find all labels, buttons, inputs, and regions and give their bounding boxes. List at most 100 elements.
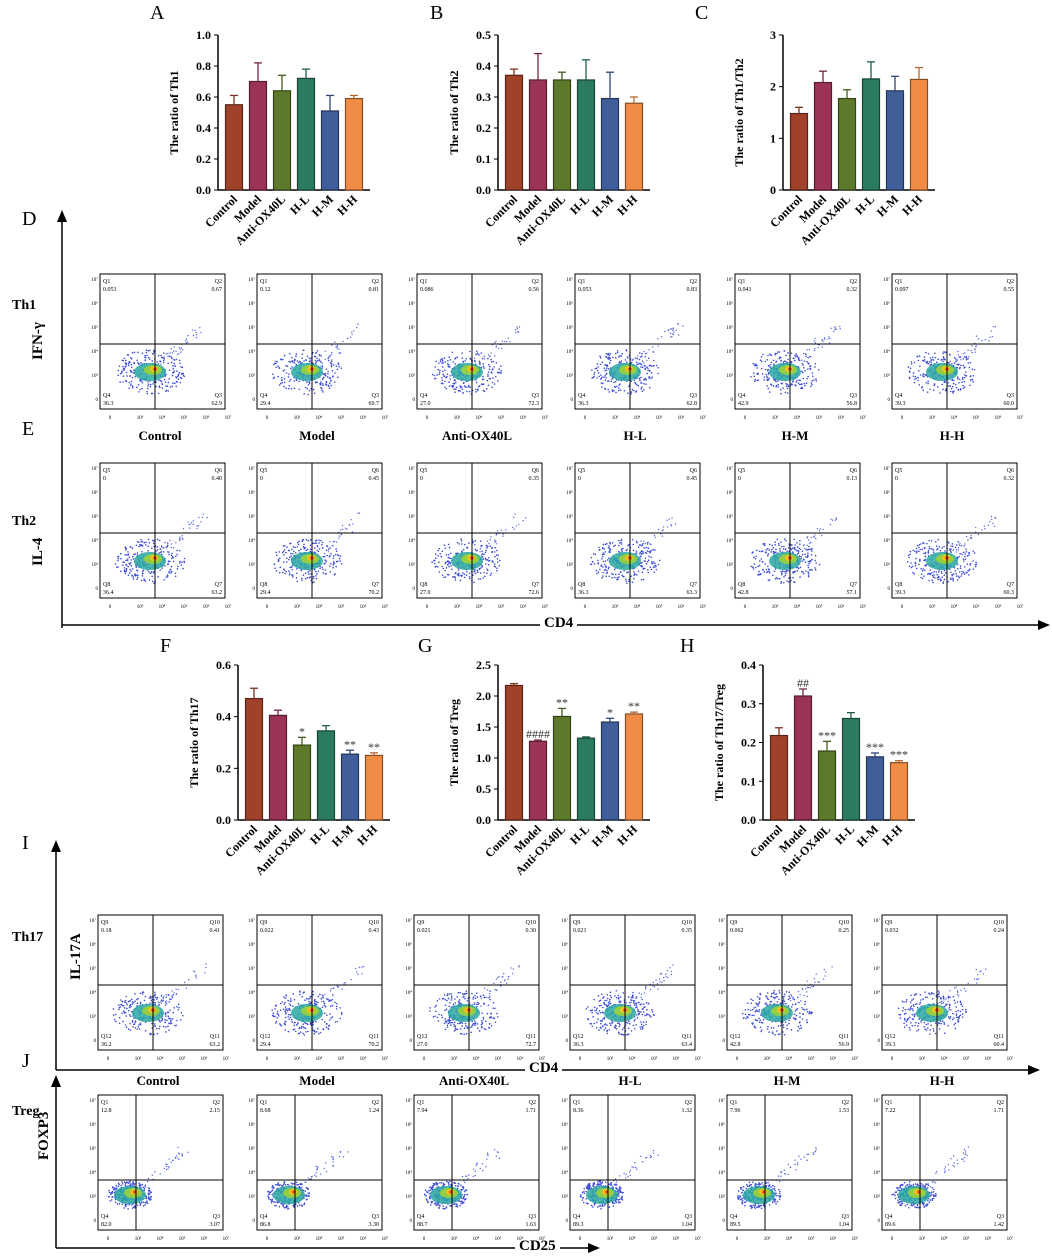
- flow-plot-treg-model: Q1 8.68 Q2 1.24 Q3 3.30 Q4 86.8 0 0 10³ 10³ 10⁴ 10⁴ 10…: [248, 1094, 389, 1242]
- quadrant-name: Q11: [369, 1034, 379, 1040]
- y-tick-label: 10³: [406, 1014, 413, 1020]
- y-tick-label: 10⁴: [248, 538, 255, 544]
- quadrant-name: Q4: [885, 1214, 892, 1220]
- y-tick-label: 10⁵: [89, 966, 96, 972]
- quadrant-value: 1.71: [994, 1108, 1005, 1114]
- x-tick-label: 10⁴: [629, 1236, 636, 1242]
- quadrant-name: Q1: [885, 1100, 892, 1106]
- quadrant-value: 0.053: [103, 287, 117, 293]
- significance-mark: ####: [526, 727, 550, 741]
- condition-label-model: Model: [299, 1073, 335, 1088]
- x-tick-label: 0: [891, 1237, 894, 1242]
- y-tick-label: 10⁴: [91, 349, 98, 355]
- y-tick-label: 10³: [249, 373, 256, 379]
- x-tick-label: 10³: [919, 1056, 926, 1062]
- flow-plot-th2-control: Q5 0 Q6 0.40 Q7 63.2 Q8 36.4 0 0 10³ 10³ 10⁴ 10⁴ 10⁵ 10…: [91, 462, 232, 610]
- x-tick-label: 10⁵: [498, 604, 505, 610]
- x-axis-title-cd4-i: CD4: [525, 1060, 563, 1077]
- x-tick-label: 0: [891, 1057, 894, 1062]
- quadrant-value: 0.13: [847, 476, 858, 482]
- x-tick-label: 10⁶: [838, 604, 845, 610]
- quadrant-name: Q7: [215, 582, 222, 588]
- row-label-th2: Th2: [12, 514, 37, 529]
- x-tick-label: 0: [266, 1057, 269, 1062]
- y-tick-label: 10³: [874, 1194, 881, 1200]
- plot-frame: [891, 462, 1018, 599]
- y-tick-label: 10⁴: [408, 349, 415, 355]
- y-tick-label: 10⁴: [718, 1170, 725, 1176]
- quadrant-name: Q10: [210, 920, 220, 926]
- y-tick-label: 10⁷: [718, 918, 725, 924]
- x-tick-label: 10⁴: [159, 604, 166, 610]
- y-tick-label: 0.0: [476, 183, 491, 197]
- x-tick-label: 10⁷: [852, 1236, 859, 1242]
- x-tick-label: 10⁷: [1017, 415, 1024, 421]
- bar-anti-ox40l: [552, 715, 572, 821]
- quadrant-value: 88.7: [417, 1222, 428, 1228]
- x-tick-label: 10⁷: [382, 415, 389, 421]
- x-tick-label: 10³: [607, 1056, 614, 1062]
- x-tick-label: 10³: [764, 1236, 771, 1242]
- y-tick-label: 10⁷: [873, 918, 880, 924]
- y-tick-label: 0.0: [196, 183, 211, 197]
- y-tick-label: 3: [770, 28, 776, 42]
- x-tick-label: 10⁷: [542, 604, 549, 610]
- y-tick-label: 10⁴: [91, 538, 98, 544]
- y-tick-label: 10⁶: [566, 490, 573, 496]
- x-tick-label: 10⁴: [941, 1056, 948, 1062]
- x-tick-label: 0: [109, 605, 112, 610]
- quadrant-name: Q2: [685, 1100, 692, 1106]
- quadrant-value: 36.3: [573, 1042, 584, 1048]
- y-tick-label: 2: [770, 80, 776, 94]
- quadrant-value: 0.56: [529, 287, 540, 293]
- x-tick-label: 10⁷: [382, 1236, 389, 1242]
- y-tick-label: 10⁶: [883, 490, 890, 496]
- y-tick-label: 10⁶: [91, 301, 98, 307]
- x-tick-label: 10⁶: [673, 1236, 680, 1242]
- quadrant-name: Q6: [372, 468, 379, 474]
- y-tick-label: 10⁷: [91, 466, 98, 472]
- y-tick-label: 10⁵: [873, 966, 880, 972]
- y-tick-label: 10⁵: [561, 966, 568, 972]
- plot-frame: [97, 1094, 224, 1231]
- quadrant-value: 0.40: [212, 476, 223, 482]
- quadrant-name: Q3: [215, 393, 222, 399]
- condition-label-anti-ox40l: Anti-OX40L: [441, 428, 513, 443]
- flow-plot-th1-anti-ox40l: Q1 0.086 Q2 0.56 Q3 72.3 Q4 27.0 0 0 10³ 10³ 10⁴ 10⁴ 1…: [408, 273, 549, 421]
- quadrant-value: 0.67: [212, 287, 223, 293]
- x-tick-label: 10⁵: [338, 415, 345, 421]
- y-axis-label: The ratio of Th2: [447, 70, 461, 154]
- quadrant-value: 56.9: [839, 1042, 850, 1048]
- x-tick-label: 10⁴: [941, 1236, 948, 1242]
- plot-frame: [416, 273, 543, 410]
- quadrant-name: Q3: [685, 1214, 692, 1220]
- y-tick-label: 10⁶: [883, 301, 890, 307]
- x-tick-label: 10⁴: [157, 1236, 164, 1242]
- flow-plot-th2-h-l: Q5 0 Q6 0.45 Q7 63.3 Q8 36.3 0 0 10³ 10³ 10⁴ 10⁴ 10⁵ 10…: [566, 462, 707, 610]
- y-tick-label: 0.4: [196, 121, 211, 135]
- y-tick-label: 10⁶: [248, 1122, 255, 1128]
- condition-label-h-m: H-M: [773, 1073, 801, 1088]
- quadrant-name: Q4: [101, 1214, 108, 1220]
- significance-mark: *: [299, 724, 305, 738]
- quadrant-name: Q1: [103, 279, 110, 285]
- quadrant-name: Q6: [215, 468, 222, 474]
- x-tick-label: 0: [744, 605, 747, 610]
- quadrant-name: Q10: [369, 920, 379, 926]
- x-tick-label: 10⁷: [695, 1236, 702, 1242]
- x-tick-label: 10⁶: [678, 415, 685, 421]
- quadrant-name: Q1: [738, 279, 745, 285]
- y-tick-label: 10⁶: [91, 490, 98, 496]
- x-tick-label: 10⁶: [360, 1236, 367, 1242]
- quadrant-name: Q3: [1007, 393, 1014, 399]
- x-tick-label: 10⁵: [656, 415, 663, 421]
- x-tick-label: 10⁷: [1007, 1236, 1014, 1242]
- quadrant-value: 36.4: [103, 590, 114, 596]
- x-tick-label: 10⁷: [225, 604, 232, 610]
- quadrant-value: 7.22: [885, 1108, 896, 1114]
- quadrant-value: 70.2: [369, 1042, 380, 1048]
- quadrant-value: 70.2: [369, 590, 380, 596]
- y-tick-label: 10⁶: [408, 301, 415, 307]
- x-tick-label: 10⁷: [1007, 1056, 1014, 1062]
